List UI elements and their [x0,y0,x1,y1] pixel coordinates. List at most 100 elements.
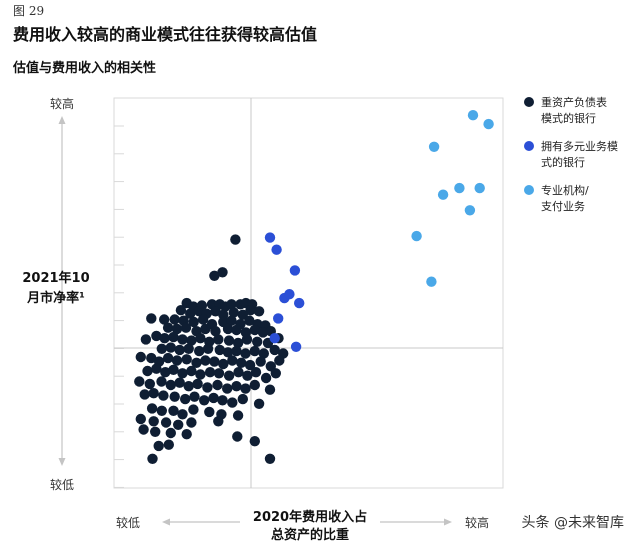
data-point-series-1 [245,305,256,316]
data-point-series-1 [183,381,194,392]
y-arrow-up-icon [58,116,66,124]
data-point-series-1 [148,388,159,399]
data-point-series-3 [464,205,476,216]
data-point-series-1 [228,307,239,318]
data-point-series-2 [273,313,284,324]
data-point-series-1 [226,299,237,310]
data-point-series-1 [171,323,183,335]
legend-label-1: 重资产负债表 [541,95,607,109]
data-point-series-1 [171,355,183,366]
data-point-series-1 [188,316,199,328]
data-point-series-1 [175,305,187,316]
data-point-series-1 [204,406,215,418]
data-point-series-1 [174,344,185,356]
data-point-series-1 [240,383,251,394]
data-point-series-1 [231,324,242,336]
data-point-series-1 [177,409,188,420]
data-point-series-1 [233,367,244,378]
data-point-series-2 [289,265,301,276]
data-point-series-1 [165,427,176,439]
data-point-series-1 [139,389,150,400]
data-point-series-1 [232,337,244,349]
data-point-series-1 [153,440,164,452]
data-point-series-1 [213,334,224,345]
data-point-series-1 [258,348,269,359]
legend-label-3: 支付业务 [541,200,585,213]
data-point-series-1 [177,368,188,379]
y-tick-marks [114,125,124,488]
data-point-series-1 [165,342,176,353]
data-point-series-1 [150,426,161,437]
data-point-series-3 [426,276,437,287]
watermark: 头条 @未来智库 [522,514,624,531]
data-point-series-1 [163,439,174,450]
data-point-series-1 [194,345,205,357]
data-point-series-1 [160,367,171,378]
data-point-series-1 [210,326,221,337]
data-point-series-1 [209,270,220,281]
data-point-series-1 [186,417,197,428]
y-low-label: 较低 [50,477,74,492]
data-point-series-1 [181,429,192,440]
data-point-series-2 [271,244,282,255]
x-axis-label-line2: 总资产的比重 [271,527,349,543]
data-point-series-1 [241,334,253,345]
data-point-series-1 [236,357,247,368]
data-point-series-1 [135,413,146,425]
data-point-series-1 [250,367,262,378]
data-point-series-1 [222,323,234,335]
data-point-series-1 [249,379,260,391]
data-point-series-1 [142,365,153,377]
legend-label-2: 式的银行 [541,155,585,169]
data-point-series-1 [204,367,216,378]
data-point-series-1 [183,343,194,354]
data-point-series-1 [200,355,211,366]
y-arrow-down-icon [58,458,66,466]
data-point-series-3 [454,182,465,194]
data-point-series-1 [162,352,174,364]
data-point-series-1 [134,376,145,387]
data-point-series-1 [244,315,255,326]
y-axis-label-line2: 月市净率¹ [26,290,85,306]
data-point-series-1 [213,416,224,427]
data-point-series-1 [249,436,260,447]
data-point-series-1 [214,344,225,356]
data-point-series-1 [264,453,276,464]
x-arrow-right-icon [444,518,452,526]
data-point-series-1 [151,330,162,342]
data-point-series-1 [140,334,152,345]
data-point-series-1 [151,363,162,374]
data-point-series-1 [227,397,238,408]
x-low-label: 较低 [116,515,140,530]
data-point-series-1 [146,313,157,324]
data-point-series-1 [223,335,235,346]
data-point-series-1 [242,370,253,381]
y-high-label: 较高 [50,96,74,111]
data-point-series-1 [257,327,269,338]
chart-title: 费用收入较高的商业模式往往获得较高估值 [13,25,318,44]
data-point-series-1 [217,267,228,278]
data-point-series-1 [218,358,229,370]
data-point-series-1 [237,393,248,405]
data-point-series-1 [158,390,169,401]
data-point-series-1 [260,372,272,384]
data-point-series-1 [180,393,191,405]
data-point-series-1 [230,234,241,245]
data-point-series-1 [222,347,234,358]
data-point-series-1 [186,335,197,346]
data-point-series-1 [181,354,192,365]
data-point-series-1 [135,351,146,363]
data-point-series-1 [169,391,180,402]
data-point-series-1 [232,410,244,421]
data-point-series-1 [269,344,280,356]
data-point-series-1 [210,306,221,317]
data-point-series-1 [255,356,266,367]
data-point-series-1 [165,379,176,391]
data-point-series-1 [202,343,214,354]
data-point-series-1 [274,355,285,366]
x-high-label: 较高 [465,515,489,530]
data-point-series-1 [223,370,235,381]
data-point-series-2 [294,297,305,309]
data-point-series-1 [147,453,158,464]
